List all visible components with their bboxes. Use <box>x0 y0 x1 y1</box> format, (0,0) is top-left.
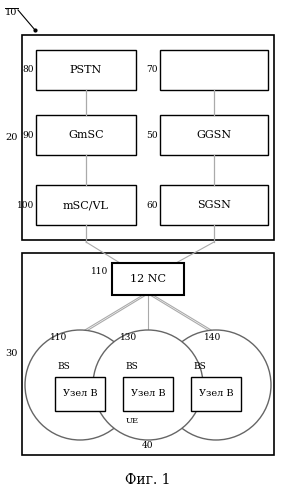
Ellipse shape <box>161 330 271 440</box>
Text: 140: 140 <box>204 333 221 342</box>
Bar <box>36 185 136 225</box>
Text: 110: 110 <box>91 267 108 276</box>
Bar <box>160 115 268 155</box>
Bar <box>36 50 136 90</box>
Text: Фиг. 1: Фиг. 1 <box>125 473 171 487</box>
Ellipse shape <box>93 330 203 440</box>
Text: 10: 10 <box>5 8 17 17</box>
Text: 70: 70 <box>147 66 158 74</box>
Text: SGSN: SGSN <box>197 200 231 210</box>
Text: 40: 40 <box>142 440 154 450</box>
Text: BS: BS <box>193 362 206 371</box>
Text: 80: 80 <box>22 66 34 74</box>
Text: Узел В: Узел В <box>131 390 165 398</box>
Bar <box>123 377 173 411</box>
Text: 60: 60 <box>147 200 158 209</box>
Text: Узел В: Узел В <box>199 390 233 398</box>
Bar <box>22 253 274 455</box>
Text: BS: BS <box>125 362 138 371</box>
Text: 12 NC: 12 NC <box>130 274 166 284</box>
Bar <box>191 377 241 411</box>
Text: 130: 130 <box>120 333 137 342</box>
Text: 50: 50 <box>147 130 158 140</box>
Bar <box>55 377 105 411</box>
Bar <box>112 263 184 295</box>
Text: GGSN: GGSN <box>197 130 231 140</box>
Text: PSTN: PSTN <box>70 65 102 75</box>
Bar <box>22 35 274 240</box>
Text: 20: 20 <box>5 133 17 142</box>
Text: 110: 110 <box>50 333 67 342</box>
Bar <box>160 185 268 225</box>
Text: 90: 90 <box>22 130 34 140</box>
Text: GmSC: GmSC <box>68 130 104 140</box>
Text: 30: 30 <box>5 350 17 358</box>
Text: BS: BS <box>57 362 70 371</box>
Ellipse shape <box>25 330 135 440</box>
Text: mSC/VL: mSC/VL <box>63 200 109 210</box>
Text: UE: UE <box>126 417 139 425</box>
Bar <box>36 115 136 155</box>
Text: 100: 100 <box>17 200 34 209</box>
Text: Узел В: Узел В <box>63 390 97 398</box>
Bar <box>160 50 268 90</box>
